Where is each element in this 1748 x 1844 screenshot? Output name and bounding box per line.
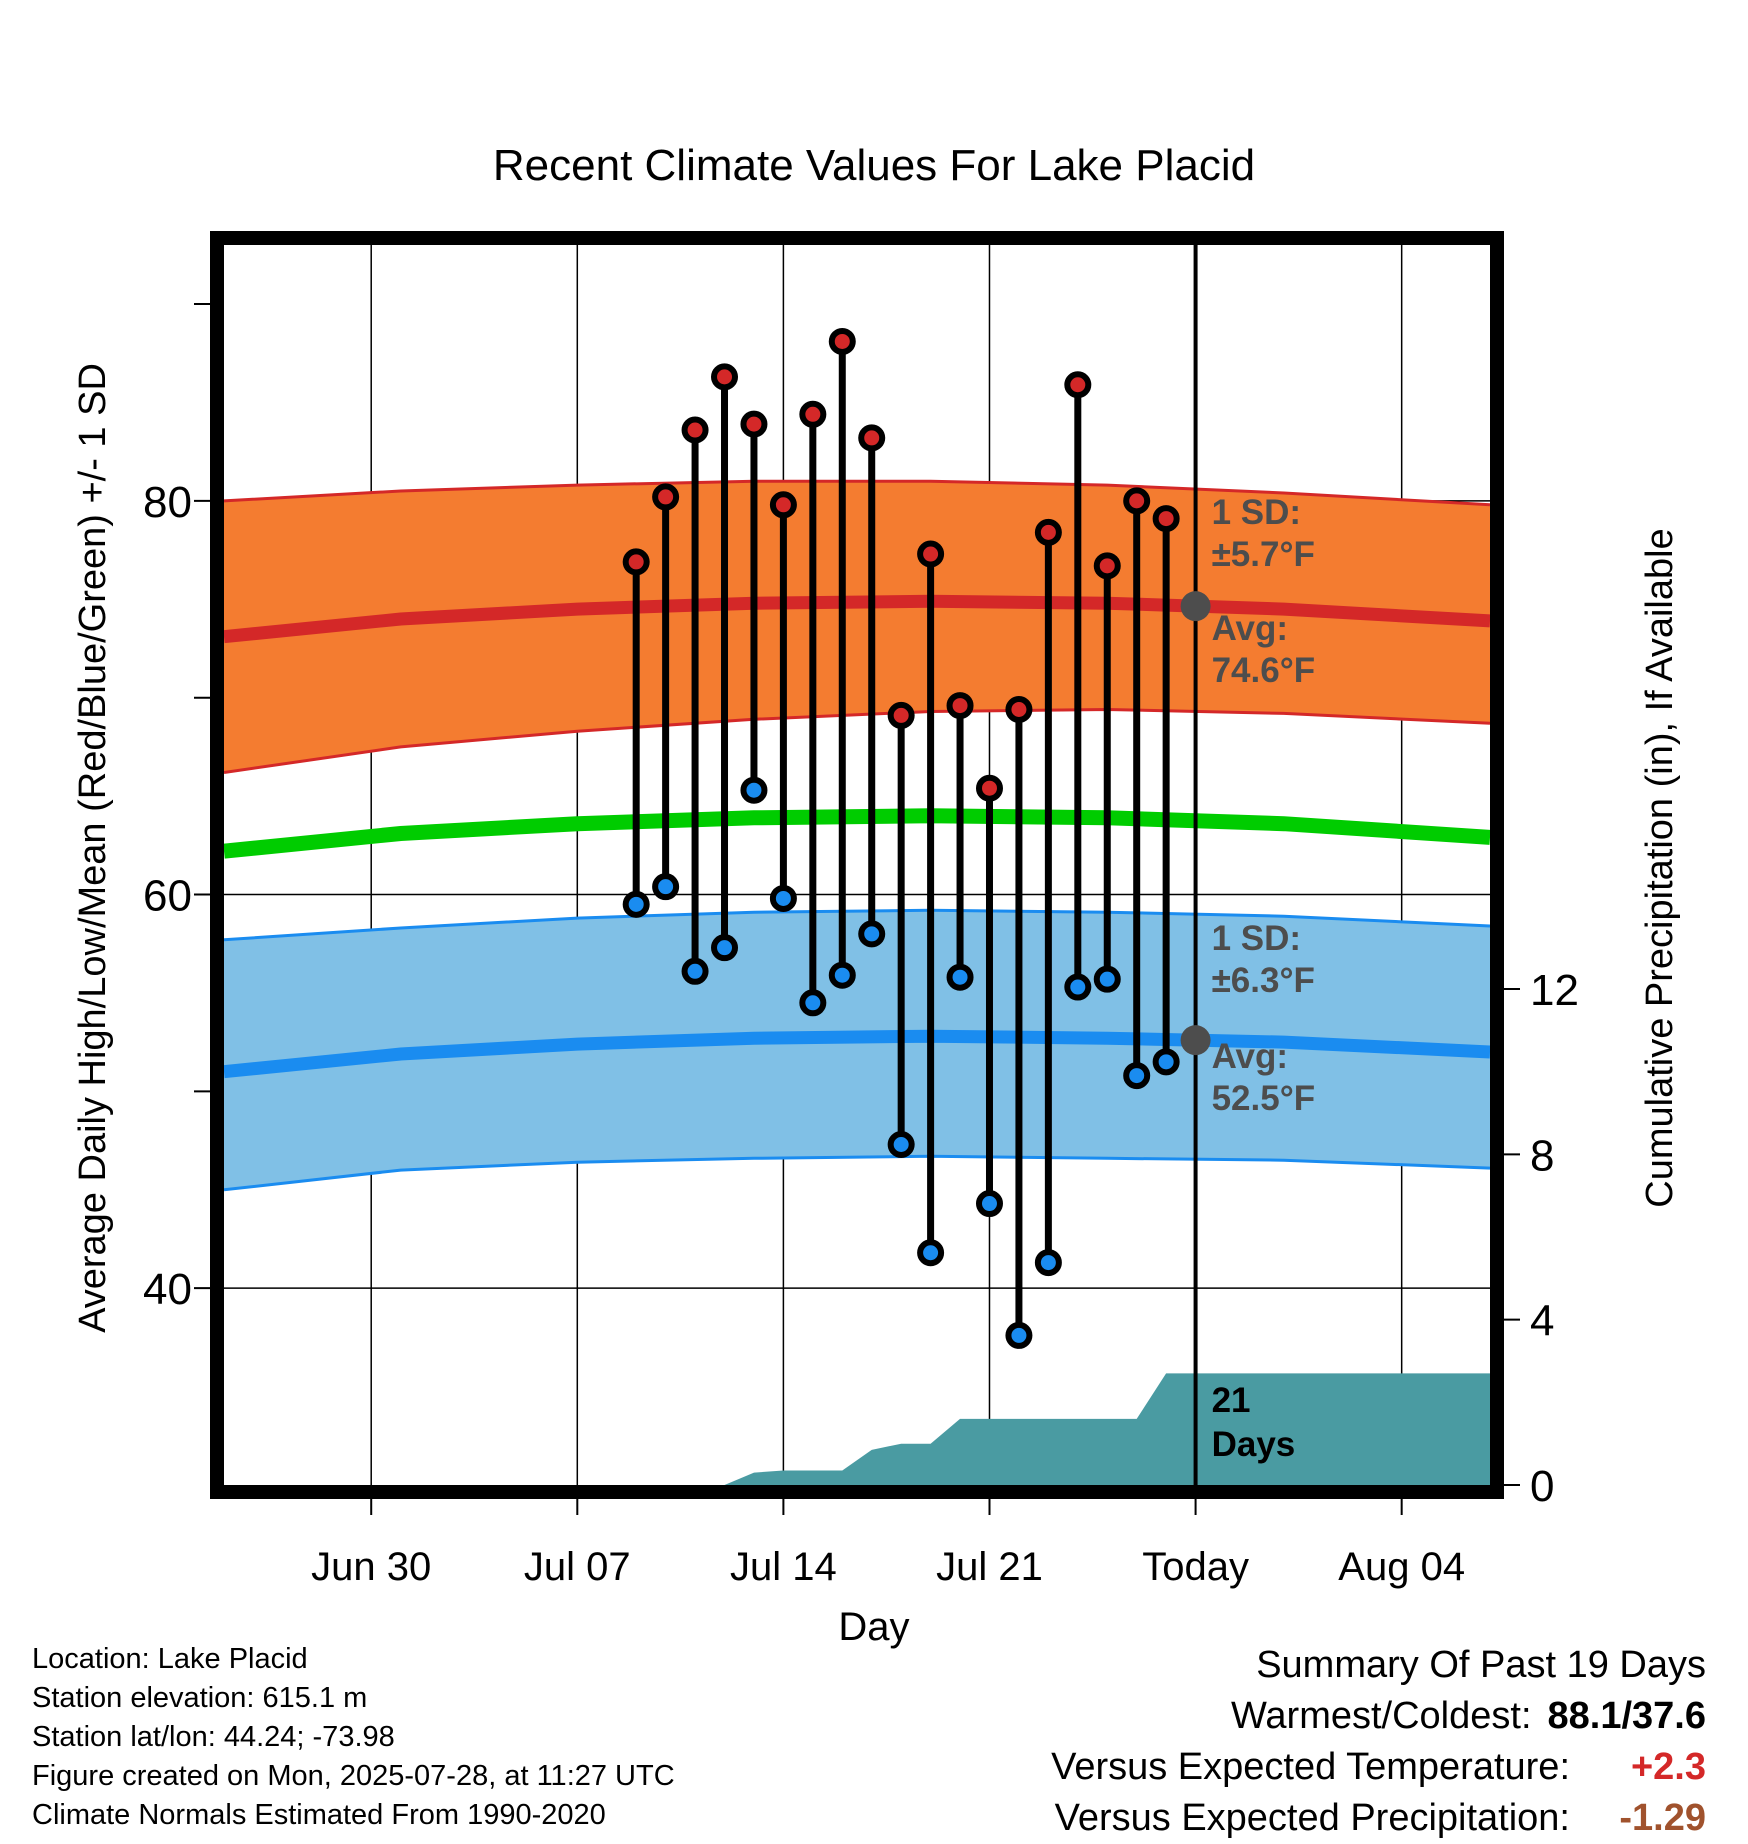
y2-tick-label: 12 (1530, 966, 1579, 1015)
daily-high-point (652, 483, 680, 511)
y2-tick-label: 4 (1530, 1297, 1554, 1346)
daily-high-point (681, 416, 709, 444)
daily-low-point (652, 873, 680, 901)
normals-period-text: Climate Normals Estimated From 1990-2020 (32, 1799, 606, 1831)
station-info: Location: Lake Placid Station elevation:… (32, 1640, 675, 1835)
y2-tick-label: 0 (1530, 1462, 1554, 1511)
temp-departure-row: Versus Expected Temperature: +2.3 (1051, 1742, 1706, 1793)
y-tick-label: 60 (143, 872, 192, 921)
summary-heading: Summary Of Past 19 Days (1256, 1644, 1706, 1686)
daily-low-point (740, 776, 768, 804)
created-text: Figure created on Mon, 2025-07-28, at 11… (32, 1760, 675, 1792)
location-text: Location: Lake Placid (32, 1643, 308, 1675)
summary-panel: Summary Of Past 19 Days Warmest/Coldest:… (1051, 1640, 1706, 1844)
warmest-coldest-row: Warmest/Coldest: 88.1/37.6 (1051, 1691, 1706, 1742)
daily-low-point (1064, 973, 1092, 1001)
plot-frame (210, 231, 1504, 1499)
daily-low-point (711, 934, 739, 962)
plot-content (224, 245, 1490, 1485)
x-tick-label: Jul 21 (936, 1545, 1043, 1589)
y2-axis-label: Cumulative Precipitation (in), If Availa… (1639, 528, 1681, 1207)
daily-high-point (1064, 371, 1092, 399)
daily-low-point (917, 1239, 945, 1267)
temp-departure-label: Versus Expected Temperature: (1051, 1746, 1570, 1788)
precip-departure-row: Versus Expected Precipitation: -1.29 (1051, 1793, 1706, 1844)
daily-high-point (740, 410, 768, 438)
daily-low-point (946, 963, 974, 991)
daily-high-point (1093, 552, 1121, 580)
low-avg-label: Avg: (1212, 1037, 1288, 1076)
daily-low-point (1152, 1048, 1180, 1076)
elevation-text: Station elevation: 615.1 m (32, 1682, 368, 1714)
y-axis-label: Average Daily High/Low/Mean (Red/Blue/Gr… (72, 363, 114, 1333)
daily-high-point (887, 701, 915, 729)
low-average-line (224, 1029, 1490, 1079)
daily-low-point (799, 989, 827, 1017)
daily-high-point (946, 692, 974, 720)
precip-departure-label: Versus Expected Precipitation: (1054, 1797, 1570, 1839)
daily-high-point (917, 540, 945, 568)
high-avg-label: Avg: (1212, 609, 1288, 648)
daily-high-point (1152, 505, 1180, 533)
low-sd-value: ±6.3°F (1212, 961, 1315, 1000)
today-low-average-marker (1180, 1025, 1211, 1056)
warmest-coldest-value: 88.1/37.6 (1547, 1695, 1706, 1737)
latlon-text: Station lat/lon: 44.24; -73.98 (32, 1721, 395, 1753)
daily-low-point (1093, 965, 1121, 993)
daily-low-point (1005, 1321, 1033, 1349)
x-tick-label: Jul 14 (730, 1545, 837, 1589)
y2-tick-label: 8 (1530, 1131, 1554, 1180)
daily-high-point (1123, 487, 1151, 515)
daily-low-point (887, 1130, 915, 1158)
precip-area (724, 1373, 1490, 1485)
daily-high-point (858, 424, 886, 452)
x-tick-label: Aug 04 (1338, 1545, 1465, 1589)
high-avg-value: 74.6°F (1212, 651, 1316, 690)
x-axis-label: Day (838, 1605, 909, 1649)
daily-high-point (711, 363, 739, 391)
y-tick-label: 40 (143, 1265, 192, 1314)
low-sd-lower-edge (224, 1154, 1490, 1192)
daily-low-point (1123, 1062, 1151, 1090)
chart-title: Recent Climate Values For Lake Placid (493, 141, 1255, 190)
high-sd-label: 1 SD: (1212, 493, 1301, 532)
days-count-word: Days (1212, 1425, 1296, 1464)
low-sd-band (224, 910, 1490, 1190)
precip-departure-value: -1.29 (1619, 1797, 1706, 1839)
daily-high-point (799, 400, 827, 428)
daily-high-point (828, 327, 856, 355)
temp-departure-value: +2.3 (1630, 1746, 1706, 1788)
high-sd-value: ±5.7°F (1212, 535, 1315, 574)
daily-high-point (769, 491, 797, 519)
daily-high-point (1034, 518, 1062, 546)
low-avg-value: 52.5°F (1212, 1079, 1316, 1118)
daily-low-point (858, 920, 886, 948)
daily-high-point (1005, 696, 1033, 724)
x-tick-label: Jul 07 (524, 1545, 631, 1589)
x-tick-label: Today (1142, 1545, 1249, 1589)
low-sd-label: 1 SD: (1212, 919, 1301, 958)
daily-low-point (622, 890, 650, 918)
high-sd-band (224, 481, 1490, 773)
daily-high-point (622, 548, 650, 576)
y-tick-label: 80 (143, 478, 192, 527)
daily-low-point (975, 1190, 1003, 1218)
daily-high-point (975, 774, 1003, 802)
daily-low-point (769, 884, 797, 912)
warmest-coldest-label: Warmest/Coldest: (1230, 1695, 1532, 1737)
mean-average-line (224, 808, 1490, 859)
daily-low-point (828, 961, 856, 989)
days-count-number: 21 (1212, 1381, 1251, 1420)
today-high-average-marker (1180, 591, 1211, 622)
daily-low-point (681, 957, 709, 985)
daily-low-point (1034, 1249, 1062, 1277)
x-tick-label: Jun 30 (311, 1545, 431, 1589)
